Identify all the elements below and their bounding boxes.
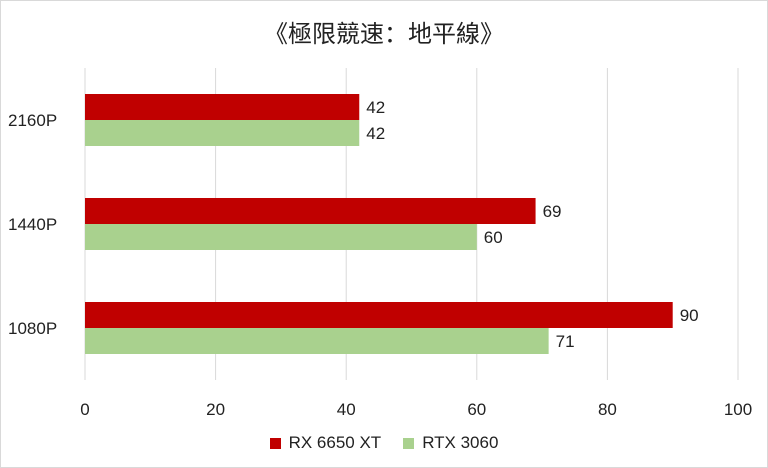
- legend-swatch-rtx3060: [403, 437, 415, 449]
- data-label-1080P-RX-6650-XT: 90: [680, 306, 699, 325]
- bar-1440P-RTX-3060: [85, 224, 477, 250]
- x-tick-label-60: 60: [467, 400, 486, 419]
- legend: RX 6650 XT RTX 3060: [0, 433, 768, 453]
- x-tick-label-80: 80: [598, 400, 617, 419]
- bar-1080P-RTX-3060: [85, 328, 549, 354]
- y-category-label-2160P: 2160P: [8, 111, 57, 130]
- data-label-2160P-RX-6650-XT: 42: [366, 98, 385, 117]
- legend-label-rtx3060: RTX 3060: [422, 433, 499, 452]
- x-tick-label-20: 20: [206, 400, 225, 419]
- x-tick-label-0: 0: [80, 400, 89, 419]
- legend-swatch-rx6650xt: [269, 437, 281, 449]
- bar-2160P-RX-6650-XT: [85, 94, 360, 120]
- data-label-2160P-RTX-3060: 42: [366, 124, 385, 143]
- legend-item-rx6650xt: RX 6650 XT: [269, 433, 382, 453]
- data-label-1440P-RX-6650-XT: 69: [543, 202, 562, 221]
- bar-2160P-RTX-3060: [85, 120, 360, 146]
- data-label-1080P-RTX-3060: 71: [556, 332, 575, 351]
- data-label-1440P-RTX-3060: 60: [484, 228, 503, 247]
- bar-1080P-RX-6650-XT: [85, 302, 673, 328]
- chart-title: 《極限競速：地平線》: [264, 20, 504, 48]
- bar-1440P-RX-6650-XT: [85, 198, 536, 224]
- y-category-label-1440P: 1440P: [8, 215, 57, 234]
- legend-item-rtx3060: RTX 3060: [403, 433, 498, 453]
- y-category-label-1080P: 1080P: [8, 319, 57, 338]
- x-tick-label-100: 100: [724, 400, 752, 419]
- legend-label-rx6650xt: RX 6650 XT: [288, 433, 382, 452]
- x-tick-label-40: 40: [337, 400, 356, 419]
